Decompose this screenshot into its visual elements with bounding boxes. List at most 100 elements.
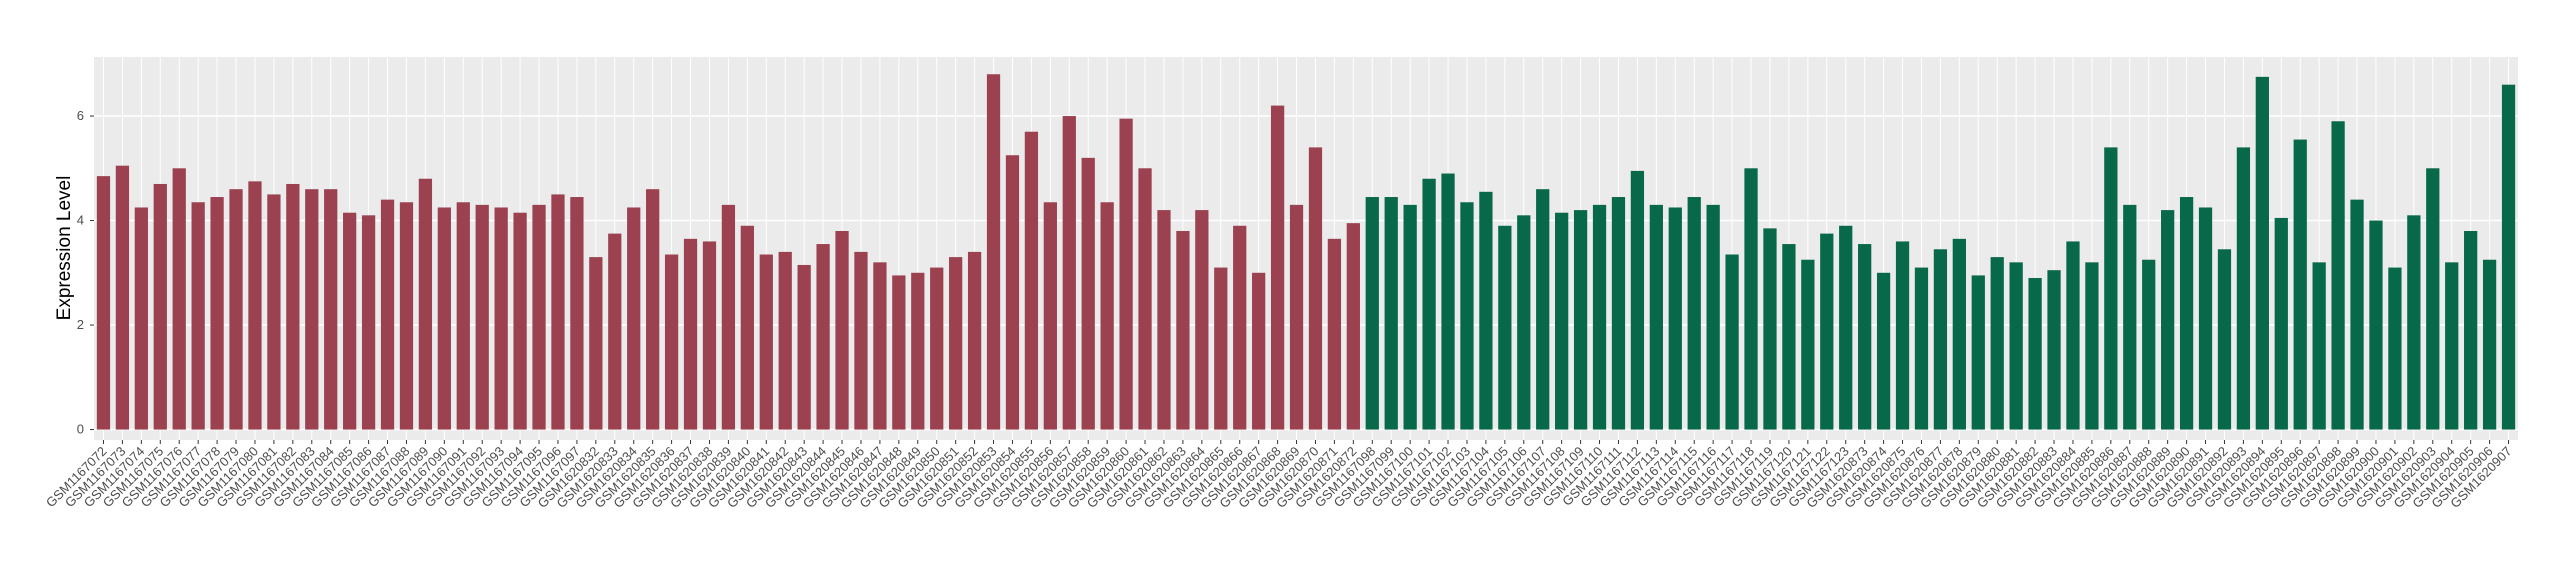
bar — [740, 225, 754, 430]
bar — [1214, 267, 1228, 430]
bar — [1858, 244, 1872, 430]
bar — [1801, 259, 1815, 430]
bar — [1327, 238, 1342, 430]
bar — [248, 181, 262, 430]
bar — [1876, 272, 1891, 430]
bar — [2331, 121, 2345, 430]
bar — [2142, 259, 2156, 430]
bar — [702, 241, 717, 430]
y-tick-label: 2 — [77, 317, 84, 332]
bar — [986, 74, 1001, 430]
bar — [627, 207, 641, 430]
bar — [1706, 204, 1720, 430]
bar — [324, 189, 338, 430]
bar — [1308, 147, 1323, 430]
bar — [2464, 230, 2478, 430]
bar — [1176, 230, 1190, 430]
bar — [1763, 228, 1777, 430]
bar — [115, 165, 130, 430]
bar — [2426, 168, 2440, 430]
bar — [305, 189, 319, 430]
bar — [1725, 254, 1739, 430]
bar — [286, 183, 300, 430]
bar — [1933, 249, 1948, 430]
bar — [1365, 197, 1379, 430]
bar — [1820, 233, 1834, 430]
bar — [2501, 84, 2516, 430]
bar — [1555, 212, 1569, 430]
bar — [1384, 197, 1398, 430]
bar — [2009, 262, 2023, 430]
bar — [2369, 220, 2383, 430]
bar — [2085, 262, 2099, 430]
bar — [2217, 249, 2232, 430]
bar — [2066, 241, 2080, 430]
bar — [1119, 118, 1133, 430]
bar — [1895, 241, 1910, 430]
bar — [1498, 225, 1512, 430]
bar — [399, 202, 414, 430]
bar — [1157, 210, 1171, 430]
bar — [1081, 157, 1095, 430]
bar — [1403, 204, 1417, 430]
bar — [873, 262, 887, 430]
bar — [134, 207, 148, 430]
bar — [153, 183, 167, 430]
bar — [2047, 270, 2061, 430]
bar — [664, 254, 679, 430]
bar — [1592, 204, 1607, 430]
bar — [172, 168, 186, 430]
bar — [2482, 259, 2497, 430]
bar — [854, 251, 868, 430]
y-tick-label: 0 — [77, 422, 84, 437]
bar — [2407, 215, 2421, 430]
bar — [1460, 202, 1474, 430]
bar — [721, 204, 736, 430]
bar — [816, 244, 830, 430]
bar — [1138, 168, 1152, 430]
y-tick-label: 4 — [77, 213, 84, 228]
bar — [1687, 197, 1701, 430]
bar — [210, 197, 224, 430]
bar — [191, 202, 205, 430]
bar — [2350, 199, 2364, 430]
bar — [437, 207, 451, 430]
bar — [778, 251, 792, 430]
bar — [361, 215, 376, 430]
bar — [2236, 147, 2251, 430]
bar — [1839, 225, 1853, 430]
bar — [1024, 131, 1039, 430]
y-tick-label: 6 — [77, 108, 84, 123]
bar — [2104, 147, 2118, 430]
bar — [1914, 267, 1929, 430]
bar — [229, 189, 243, 430]
bar — [892, 275, 906, 430]
bar — [1668, 207, 1682, 430]
bar — [1536, 189, 1550, 430]
bar — [1649, 204, 1663, 430]
bar — [1100, 202, 1114, 430]
bar — [1990, 257, 2004, 430]
bar — [1479, 191, 1493, 430]
bar — [2312, 262, 2326, 430]
bar — [2255, 76, 2269, 430]
bar — [1611, 197, 1626, 430]
bar — [759, 254, 773, 430]
bar — [570, 197, 584, 430]
bar — [343, 212, 357, 430]
bar — [1346, 223, 1360, 430]
bar — [1252, 272, 1266, 430]
bar — [608, 233, 622, 430]
bar — [1630, 170, 1645, 430]
bar — [930, 267, 944, 430]
bar — [1782, 244, 1796, 430]
bar — [551, 194, 565, 430]
bar — [683, 238, 698, 430]
bar — [1043, 202, 1057, 430]
bar — [513, 212, 527, 430]
bar — [1005, 155, 1020, 430]
bar — [96, 176, 111, 430]
bar — [589, 257, 603, 430]
bar — [967, 251, 982, 430]
